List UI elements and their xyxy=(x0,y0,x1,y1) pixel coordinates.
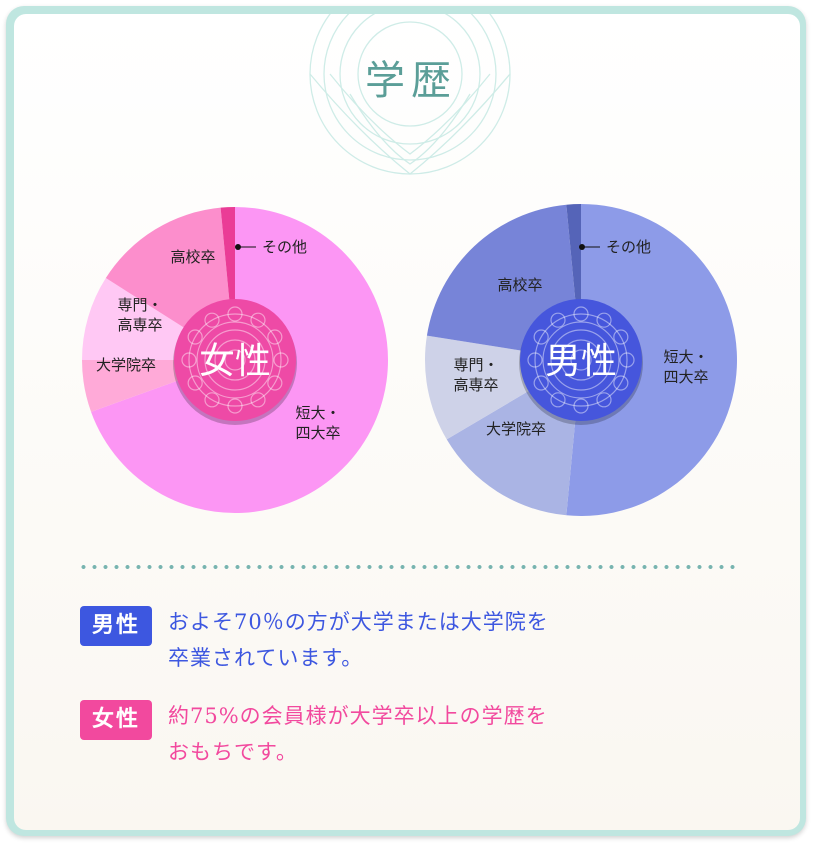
male-description-line: およそ70％の方が大学または大学院を xyxy=(168,610,549,634)
hub-lace-icon xyxy=(527,306,635,414)
hub-lace-icon xyxy=(181,306,289,414)
center-label: 男性 xyxy=(545,341,617,382)
male-description: およそ70％の方が大学または大学院を 卒業されています。 xyxy=(168,604,728,676)
page-title: 学歴 xyxy=(365,58,457,104)
slice-label: 大学院卒 xyxy=(486,420,546,438)
female-description: 約75%の会員様が大学卒以上の学歴を おもちです。 xyxy=(168,698,728,770)
slice-label: その他 xyxy=(262,238,307,256)
male-description-line: 卒業されています。 xyxy=(168,646,364,670)
dotted-divider xyxy=(78,565,738,569)
slice-label: 専門・高専卒 xyxy=(117,296,162,334)
female-tag: 女性 xyxy=(80,700,152,740)
pie-slice xyxy=(566,204,737,516)
male-tag: 男性 xyxy=(80,606,152,646)
slice-label: 専門・高専卒 xyxy=(453,356,498,394)
lace-ornament-icon xyxy=(309,14,511,175)
female-description-line: おもちです。 xyxy=(168,740,298,764)
slice-label: 高校卒 xyxy=(497,276,542,294)
slice-label: 高校卒 xyxy=(170,248,215,266)
hub-circle xyxy=(520,299,642,421)
hub-circle xyxy=(174,299,296,421)
slice-label: 短大・四大卒 xyxy=(663,348,708,386)
center-label: 女性 xyxy=(199,341,271,382)
slice-label: 大学院卒 xyxy=(96,356,156,374)
slice-label: 短大・四大卒 xyxy=(295,404,340,442)
slice-label: その他 xyxy=(606,238,651,256)
female-description-line: 約75%の会員様が大学卒以上の学歴を xyxy=(168,704,548,728)
